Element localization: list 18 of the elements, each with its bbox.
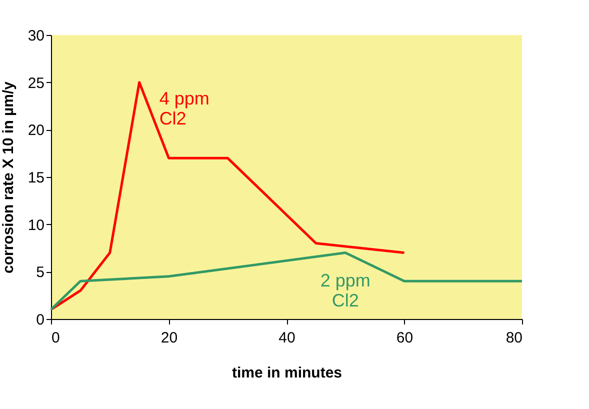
line-series xyxy=(50,251,524,311)
x-tick-label: 40 xyxy=(278,330,296,346)
x-tick-label: 80 xyxy=(506,330,522,346)
y-tick-label: 0 xyxy=(36,312,44,328)
y-tick-label: 10 xyxy=(28,216,44,234)
y-tick-label: 20 xyxy=(28,122,44,140)
x-tick-label: 0 xyxy=(52,330,60,346)
series-label: 2 ppm Cl2 xyxy=(320,270,370,311)
x-axis-title: time in minutes xyxy=(232,364,342,382)
series-label: 4 ppm Cl2 xyxy=(159,88,210,128)
y-tick-label: 30 xyxy=(28,28,44,44)
x-tick-label: 60 xyxy=(396,330,414,346)
y-tick-label: 5 xyxy=(36,264,44,282)
x-tick-label: 20 xyxy=(160,330,178,346)
y-axis-title: corrosion rate X 10 in µm/y xyxy=(0,80,17,274)
y-tick-label: 15 xyxy=(28,170,44,186)
line-series xyxy=(50,81,406,311)
y-tick-label: 25 xyxy=(28,74,44,92)
